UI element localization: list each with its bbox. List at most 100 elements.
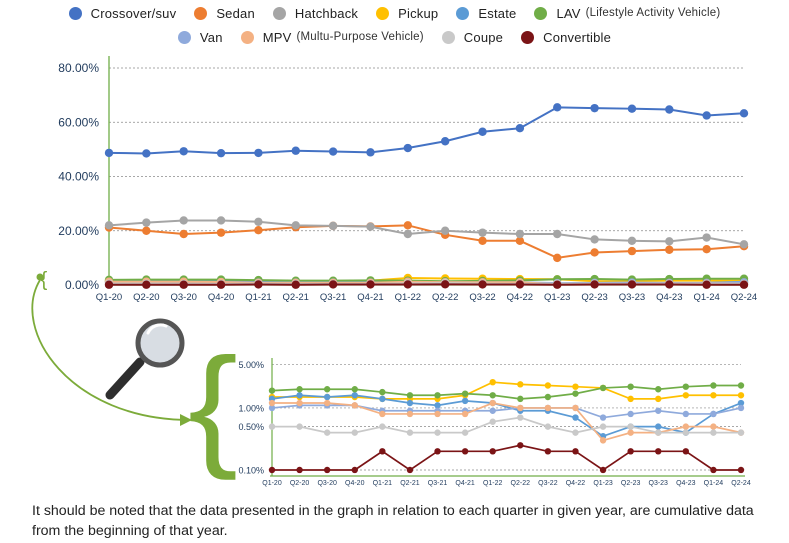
- data-point: [351, 466, 358, 474]
- y-tick-label: 1.00%: [238, 403, 264, 413]
- data-point: [142, 149, 151, 158]
- legend-swatch: [534, 6, 548, 20]
- legend-swatch: [194, 6, 208, 20]
- data-point: [710, 392, 717, 399]
- series-line: [108, 106, 745, 155]
- legend-label: LAV: [556, 5, 581, 21]
- data-point: [351, 392, 358, 399]
- data-point: [268, 399, 276, 407]
- data-point: [268, 423, 276, 430]
- data-point: [655, 395, 662, 403]
- data-point: [627, 383, 634, 390]
- data-point: [710, 423, 717, 430]
- legend-item: Coupe: [441, 29, 504, 45]
- x-tick-label: Q2-20: [133, 292, 159, 303]
- data-point: [461, 448, 469, 455]
- data-point: [572, 429, 579, 436]
- y-tick-label: 0.00%: [65, 278, 99, 292]
- data-point: [627, 246, 637, 256]
- x-tick-label: Q1-21: [245, 292, 271, 303]
- data-point: [461, 390, 469, 397]
- data-point: [665, 245, 674, 254]
- data-point: [323, 393, 331, 401]
- legend-swatch: [68, 6, 82, 20]
- data-point: [517, 395, 524, 403]
- data-point: [737, 399, 745, 407]
- data-point: [489, 407, 496, 414]
- x-tick-label: Q2-21: [283, 292, 309, 303]
- x-tick-label: Q2-22: [432, 292, 458, 303]
- data-point: [515, 280, 525, 289]
- data-point: [478, 228, 487, 237]
- data-point: [296, 423, 303, 430]
- data-point: [434, 448, 441, 455]
- data-point: [142, 218, 151, 227]
- data-point: [655, 407, 662, 414]
- data-point: [489, 378, 496, 386]
- data-point: [627, 280, 637, 289]
- data-point: [710, 429, 717, 436]
- y-tick-label: 80.00%: [58, 61, 99, 75]
- data-point: [517, 404, 524, 412]
- data-point: [590, 248, 599, 257]
- data-point: [627, 429, 634, 436]
- data-point: [104, 280, 114, 289]
- legend-item: Pickup: [376, 6, 438, 21]
- data-point: [179, 280, 188, 289]
- legend-item: Crossover/suv: [68, 6, 177, 21]
- data-point: [379, 410, 386, 418]
- data-point: [142, 280, 151, 289]
- data-point: [572, 390, 579, 397]
- x-tick-label: Q3-21: [428, 480, 448, 487]
- x-tick-label: Q3-20: [171, 292, 197, 303]
- legend-swatch: [376, 6, 390, 20]
- data-point: [403, 229, 413, 239]
- data-point: [406, 392, 414, 399]
- series-line: [271, 384, 741, 400]
- data-point: [665, 237, 674, 246]
- data-point: [254, 217, 263, 226]
- x-tick-label: Q1-21: [373, 480, 393, 487]
- data-point: [665, 105, 674, 114]
- data-point: [544, 404, 552, 412]
- x-tick-label: Q4-22: [507, 292, 533, 303]
- legend-label: Coupe: [463, 29, 504, 45]
- data-point: [323, 386, 331, 393]
- connector-dot: [36, 273, 44, 281]
- data-point: [478, 236, 487, 245]
- x-tick-label: Q4-21: [455, 480, 475, 487]
- x-tick-label: Q2-21: [400, 480, 420, 487]
- data-point: [489, 392, 496, 399]
- data-point: [665, 280, 674, 289]
- data-point: [403, 280, 413, 289]
- legend-swatch: [177, 30, 191, 44]
- data-point: [553, 103, 562, 112]
- data-point: [682, 383, 690, 390]
- data-point: [478, 127, 487, 136]
- data-point: [655, 448, 662, 455]
- data-point: [104, 221, 114, 230]
- footnote: It should be noted that the data present…: [32, 503, 754, 539]
- series-line: [108, 224, 745, 259]
- main-chart: 0.00% 20.00% 40.00% 60.00% 80.00% Q1-20 Q2-20 Q…: [58, 56, 757, 303]
- connector-curve: [31, 279, 191, 421]
- data-point: [216, 216, 226, 225]
- data-point: [544, 382, 552, 389]
- x-tick-label: Q1-24: [693, 292, 719, 303]
- x-tick-label: Q1-20: [96, 292, 122, 303]
- data-point: [379, 423, 386, 430]
- x-tick-label: Q1-24: [704, 480, 724, 487]
- legend-swatch: [521, 30, 535, 44]
- legend-item: Sedan: [194, 6, 255, 21]
- x-tick-label: Q4-23: [676, 480, 696, 487]
- data-point: [328, 221, 338, 231]
- data-point: [655, 429, 662, 436]
- data-point: [710, 382, 717, 389]
- x-tick-label: Q4-20: [345, 480, 365, 487]
- legend-label: Van: [199, 29, 223, 45]
- data-point: [682, 410, 690, 418]
- y-tick-label: 20.00%: [58, 224, 99, 238]
- data-point: [544, 448, 552, 455]
- y-tick-label: 0.50%: [238, 422, 264, 432]
